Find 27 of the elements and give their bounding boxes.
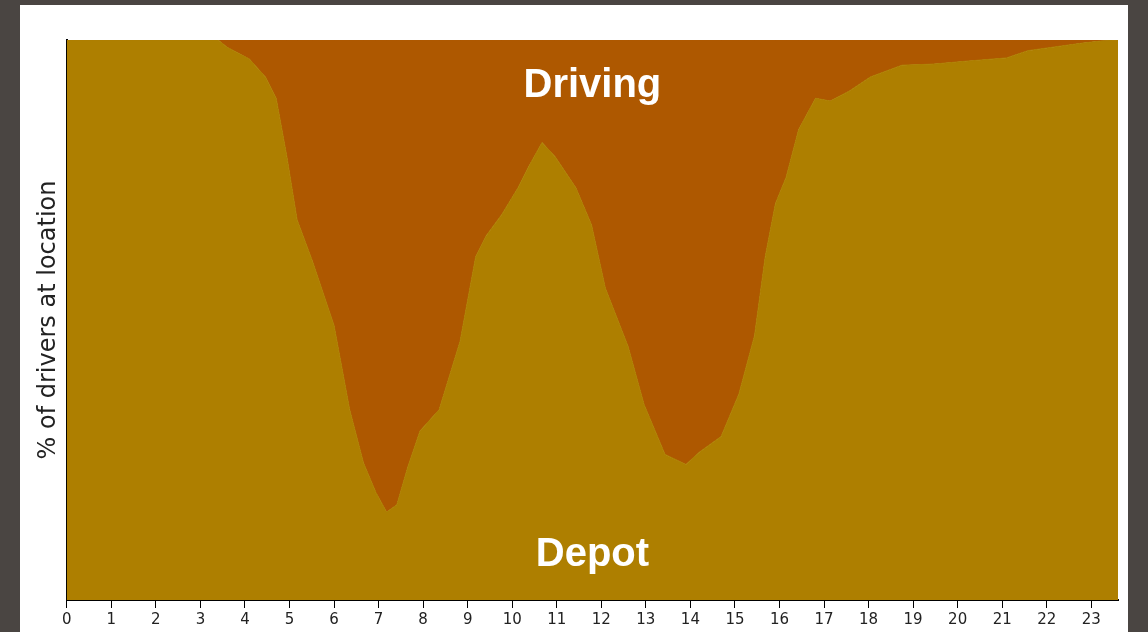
x-tick-label: 10 <box>502 609 522 628</box>
x-tick-label: 18 <box>859 609 879 628</box>
series-label: Depot <box>535 530 650 575</box>
x-tick-label: 11 <box>547 609 567 628</box>
x-tick-label: 19 <box>903 609 923 628</box>
x-tick-label: 20 <box>948 609 968 628</box>
x-tick-label: 1 <box>106 609 117 628</box>
x-tick-label: 5 <box>284 609 295 628</box>
x-tick-label: 15 <box>725 609 745 628</box>
x-tick-label: 16 <box>769 609 790 628</box>
x-tick-label: 12 <box>591 609 611 628</box>
x-tick-label: 3 <box>195 609 206 628</box>
x-tick-label: 17 <box>814 609 834 628</box>
x-tick-label: 6 <box>329 609 339 628</box>
x-tick-label: 0 <box>62 609 72 628</box>
x-tick-label: 7 <box>373 609 384 628</box>
x-tick-label: 4 <box>240 609 250 628</box>
x-tick-label: 8 <box>418 609 428 628</box>
x-tick-label: 23 <box>1081 609 1101 628</box>
x-tick-label: 13 <box>636 609 656 628</box>
x-tick-label: 9 <box>462 609 473 628</box>
x-tick-label: 2 <box>151 609 161 628</box>
x-tick-label: 22 <box>1037 609 1057 628</box>
series-label: Driving <box>523 61 662 106</box>
x-tick-label: 21 <box>992 609 1012 628</box>
x-tick-label: 14 <box>680 609 700 628</box>
y-axis-title: % of drivers at location <box>32 180 61 460</box>
